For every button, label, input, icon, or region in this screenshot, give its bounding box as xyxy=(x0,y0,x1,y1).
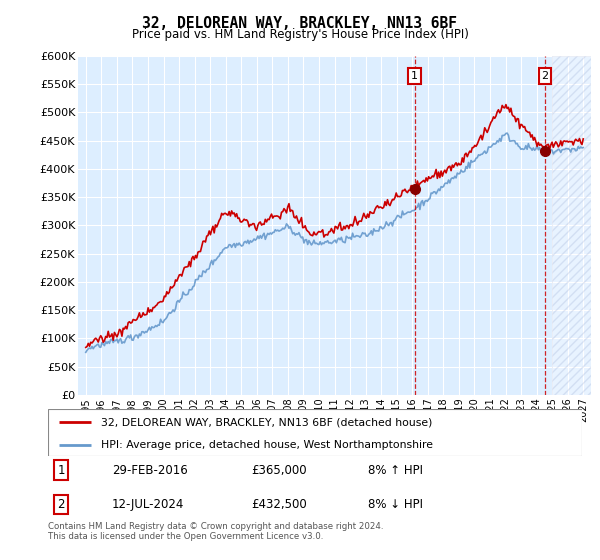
Text: 32, DELOREAN WAY, BRACKLEY, NN13 6BF (detached house): 32, DELOREAN WAY, BRACKLEY, NN13 6BF (de… xyxy=(101,417,433,427)
Text: £432,500: £432,500 xyxy=(251,498,307,511)
Text: HPI: Average price, detached house, West Northamptonshire: HPI: Average price, detached house, West… xyxy=(101,440,433,450)
Text: 2: 2 xyxy=(541,71,548,81)
Text: 2: 2 xyxy=(58,498,65,511)
Text: Contains HM Land Registry data © Crown copyright and database right 2024.
This d: Contains HM Land Registry data © Crown c… xyxy=(48,522,383,542)
Bar xyxy=(552,56,600,395)
Text: 1: 1 xyxy=(58,464,65,477)
Text: 32, DELOREAN WAY, BRACKLEY, NN13 6BF: 32, DELOREAN WAY, BRACKLEY, NN13 6BF xyxy=(143,16,458,31)
Text: 1: 1 xyxy=(411,71,418,81)
Text: 12-JUL-2024: 12-JUL-2024 xyxy=(112,498,184,511)
Text: 8% ↓ HPI: 8% ↓ HPI xyxy=(368,498,424,511)
Text: 8% ↑ HPI: 8% ↑ HPI xyxy=(368,464,424,477)
Text: 29-FEB-2016: 29-FEB-2016 xyxy=(112,464,188,477)
Text: Price paid vs. HM Land Registry's House Price Index (HPI): Price paid vs. HM Land Registry's House … xyxy=(131,28,469,41)
Text: £365,000: £365,000 xyxy=(251,464,307,477)
